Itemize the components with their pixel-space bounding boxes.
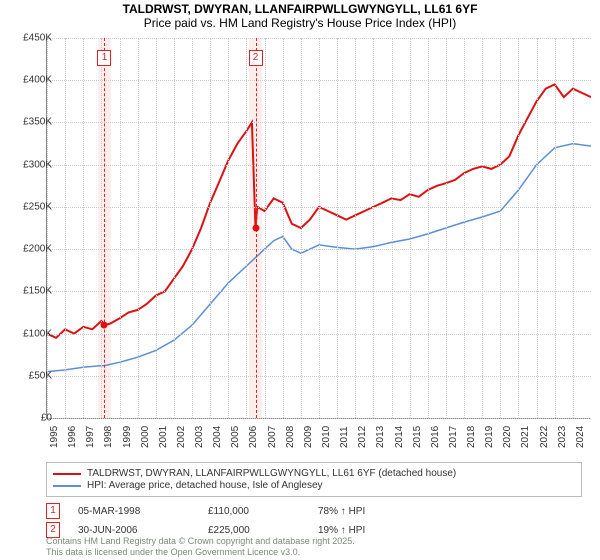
x-axis-label: 2004: [212, 426, 223, 448]
x-axis-label: 2000: [140, 426, 151, 448]
footer: Contains HM Land Registry data © Crown c…: [46, 536, 355, 558]
transaction-marker: 1: [46, 503, 60, 519]
y-axis-label: £150K: [23, 286, 52, 297]
x-axis-label: 2016: [430, 426, 441, 448]
legend-label: HPI: Average price, detached house, Isle…: [87, 480, 323, 491]
x-axis-label: 2022: [539, 426, 550, 448]
x-axis-label: 2011: [339, 426, 350, 448]
title-main: TALDRWST, DWYRAN, LLANFAIRPWLLGWYNGYLL, …: [0, 2, 600, 16]
y-axis-label: £250K: [23, 201, 52, 212]
x-axis-label: 1996: [67, 426, 78, 448]
legend-row: TALDRWST, DWYRAN, LLANFAIRPWLLGWYNGYLL, …: [53, 468, 575, 479]
transaction-price: £110,000: [208, 506, 318, 517]
y-axis-label: £450K: [23, 33, 52, 44]
x-axis-label: 2005: [230, 426, 241, 448]
x-axis-label: 2007: [267, 426, 278, 448]
x-axis-label: 2017: [448, 426, 459, 448]
footer-line: Contains HM Land Registry data © Crown c…: [46, 536, 355, 547]
legend-swatch: [53, 473, 81, 475]
x-axis-label: 1997: [85, 426, 96, 448]
x-axis-label: 2021: [520, 426, 531, 448]
x-axis-label: 2024: [575, 426, 586, 448]
transaction-hpi: 19% ↑ HPI: [318, 525, 438, 536]
x-axis-label: 2008: [285, 426, 296, 448]
transaction-row: 1 05-MAR-1998 £110,000 78% ↑ HPI: [46, 503, 582, 519]
x-axis-label: 2018: [466, 426, 477, 448]
x-axis-label: 2020: [502, 426, 513, 448]
legend-row: HPI: Average price, detached house, Isle…: [53, 480, 575, 491]
x-axis-label: 1998: [103, 426, 114, 448]
x-axis-label: 2009: [303, 426, 314, 448]
x-axis-label: 1999: [122, 426, 133, 448]
footer-line: This data is licensed under the Open Gov…: [46, 547, 355, 558]
y-axis-label: £50K: [29, 370, 52, 381]
y-axis-label: £200K: [23, 244, 52, 255]
x-axis-label: 2001: [158, 426, 169, 448]
event-marker-box: 2: [249, 50, 263, 66]
y-axis-label: £350K: [23, 117, 52, 128]
x-axis-label: 1995: [49, 426, 60, 448]
legend-label: TALDRWST, DWYRAN, LLANFAIRPWLLGWYNGYLL, …: [87, 468, 456, 479]
transaction-table: 1 05-MAR-1998 £110,000 78% ↑ HPI 2 30-JU…: [46, 500, 582, 541]
x-axis-label: 2002: [176, 426, 187, 448]
x-axis-label: 2012: [357, 426, 368, 448]
legend-swatch: [53, 485, 81, 487]
x-axis-label: 2003: [194, 426, 205, 448]
plot-area: 12: [46, 38, 591, 419]
event-dot: [101, 322, 108, 329]
x-axis-label: 2019: [484, 426, 495, 448]
y-axis-label: £100K: [23, 328, 52, 339]
x-axis-label: 2010: [321, 426, 332, 448]
x-axis-label: 2015: [412, 426, 423, 448]
event-dot: [252, 225, 259, 232]
transaction-price: £225,000: [208, 525, 318, 536]
transaction-date: 30-JUN-2006: [78, 525, 208, 536]
event-marker-box: 1: [97, 50, 111, 66]
legend: TALDRWST, DWYRAN, LLANFAIRPWLLGWYNGYLL, …: [46, 462, 582, 497]
chart-titles: TALDRWST, DWYRAN, LLANFAIRPWLLGWYNGYLL, …: [0, 0, 600, 30]
title-sub: Price paid vs. HM Land Registry's House …: [0, 16, 600, 30]
transaction-date: 05-MAR-1998: [78, 506, 208, 517]
x-axis-label: 2013: [375, 426, 386, 448]
x-axis-label: 2006: [248, 426, 259, 448]
y-axis-label: £0: [41, 413, 52, 424]
y-axis-label: £300K: [23, 159, 52, 170]
x-axis-label: 2023: [557, 426, 568, 448]
chart-container: TALDRWST, DWYRAN, LLANFAIRPWLLGWYNGYLL, …: [0, 0, 600, 560]
transaction-hpi: 78% ↑ HPI: [318, 506, 438, 517]
x-axis-label: 2014: [394, 426, 405, 448]
y-axis-label: £400K: [23, 75, 52, 86]
